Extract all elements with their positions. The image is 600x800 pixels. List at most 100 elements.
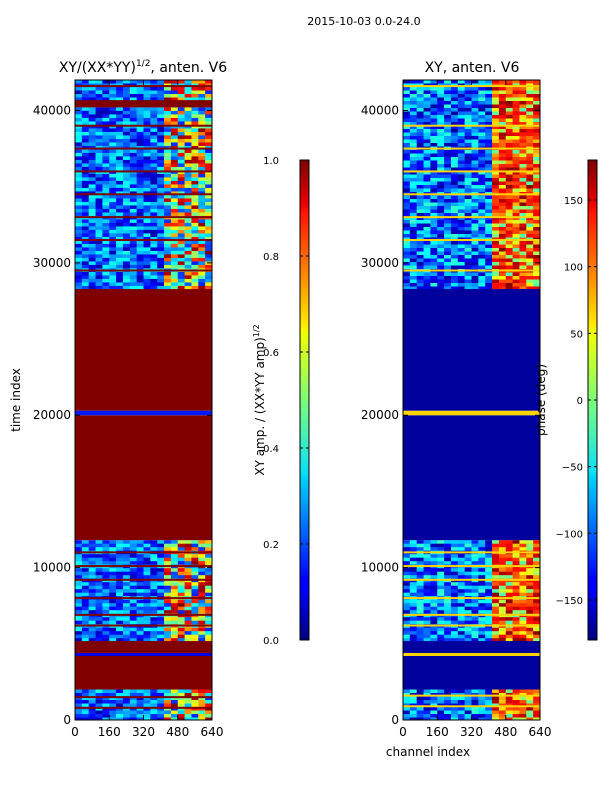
heatmap-cell xyxy=(512,185,520,189)
heatmap-cell xyxy=(512,258,520,263)
x-tick-label: 480 xyxy=(166,725,189,739)
figure-suptitle: 2015-10-03 0.0-24.0 xyxy=(307,15,420,28)
heatmap-cell xyxy=(519,561,527,565)
heatmap-cell xyxy=(457,143,465,147)
heatmap-cell xyxy=(136,561,144,565)
heatmap-cell xyxy=(423,111,431,116)
heatmap-cell xyxy=(75,620,83,625)
heatmap-cell xyxy=(164,236,172,241)
heatmap-cell xyxy=(116,247,124,252)
heatmap-cell xyxy=(416,248,424,252)
heatmap-cell xyxy=(457,710,465,715)
heatmap-cell xyxy=(102,80,110,84)
heatmap-cell xyxy=(512,279,520,284)
heatmap-cell xyxy=(136,226,144,231)
heatmap-cell xyxy=(164,568,172,572)
heatmap-cell xyxy=(526,199,534,203)
heatmap-cell xyxy=(492,234,500,238)
heatmap-cell xyxy=(191,159,199,164)
heatmap-cell xyxy=(505,101,513,105)
heatmap-cell xyxy=(157,575,165,579)
heatmap-cell xyxy=(409,543,417,548)
heatmap-cell xyxy=(519,717,527,721)
heatmap-cell xyxy=(122,540,131,544)
heatmap-cell xyxy=(129,714,137,718)
heatmap-cell xyxy=(485,195,493,200)
heatmap-cell xyxy=(205,149,213,154)
heatmap-cell xyxy=(409,620,417,625)
heatmap-cell xyxy=(116,631,124,635)
heatmap-cell xyxy=(423,543,431,548)
heatmap-cell xyxy=(437,115,445,119)
heatmap-cell xyxy=(136,627,144,632)
heatmap-cell xyxy=(533,129,541,133)
heatmap-cell xyxy=(416,251,424,256)
heatmap-cell xyxy=(81,261,89,266)
heatmap-cell xyxy=(437,188,445,193)
heatmap-cell xyxy=(450,603,459,607)
heatmap-cell xyxy=(136,114,144,119)
heatmap-cell xyxy=(430,631,438,635)
heatmap-cell xyxy=(136,198,144,203)
heatmap-cell xyxy=(423,122,431,126)
heatmap-cell xyxy=(157,173,165,178)
heatmap-cell xyxy=(191,110,199,115)
heatmap-cell xyxy=(485,627,493,632)
heatmap-cell xyxy=(136,599,144,604)
heatmap-cell xyxy=(512,251,520,256)
heatmap-cell xyxy=(157,194,165,199)
heatmap-cell xyxy=(409,164,417,168)
colorbar-tick-label: 0.6 xyxy=(263,348,279,359)
heatmap-cell xyxy=(498,606,507,611)
heatmap-cell xyxy=(409,255,417,259)
heatmap-cell xyxy=(143,110,151,115)
heatmap-cell xyxy=(170,707,179,711)
heatmap-cell xyxy=(177,575,185,579)
heatmap-cell xyxy=(430,575,438,579)
heatmap-cell xyxy=(81,128,89,133)
heatmap-cell xyxy=(129,173,137,178)
heatmap-cell xyxy=(150,693,158,697)
heatmap-cell xyxy=(526,125,534,130)
heatmap-cell xyxy=(409,689,417,694)
heatmap-cell xyxy=(116,710,124,715)
heatmap-stripe xyxy=(403,147,540,150)
heatmap-cell xyxy=(450,80,459,84)
heatmap-cell xyxy=(191,184,199,189)
heatmap-cell xyxy=(464,241,472,245)
heatmap-cell xyxy=(416,272,424,277)
heatmap-cell xyxy=(423,115,431,119)
heatmap-cell xyxy=(102,571,110,576)
heatmap-cell xyxy=(150,97,158,101)
heatmap-cell xyxy=(464,634,472,639)
heatmap-cell xyxy=(164,547,172,551)
heatmap-cell xyxy=(450,582,459,586)
heatmap-cell xyxy=(136,582,144,586)
heatmap-cell xyxy=(526,262,534,266)
heatmap-cell xyxy=(457,223,465,228)
heatmap-cell xyxy=(177,243,185,248)
heatmap-cell xyxy=(75,243,83,248)
heatmap-cell xyxy=(81,599,89,604)
heatmap-cell xyxy=(205,547,213,551)
heatmap-cell xyxy=(88,700,96,704)
heatmap-cell xyxy=(122,236,131,241)
heatmap-cell xyxy=(170,568,179,572)
heatmap-cell xyxy=(464,174,472,179)
heatmap-cell xyxy=(505,262,513,266)
heatmap-cell xyxy=(75,117,83,122)
heatmap-cell xyxy=(136,131,144,136)
heatmap-cell xyxy=(143,94,151,98)
heatmap-cell xyxy=(143,254,151,259)
heatmap-cell xyxy=(75,212,83,217)
heatmap-cell xyxy=(519,90,527,95)
heatmap-cell xyxy=(150,187,158,192)
heatmap-cell xyxy=(150,571,158,576)
heatmap-cell xyxy=(150,271,158,276)
heatmap-cell xyxy=(505,136,513,140)
heatmap-cell xyxy=(437,265,445,270)
heatmap-cell xyxy=(191,226,199,231)
heatmap-cell xyxy=(157,243,165,248)
heatmap-cell xyxy=(512,174,520,179)
heatmap-cell xyxy=(512,202,520,207)
